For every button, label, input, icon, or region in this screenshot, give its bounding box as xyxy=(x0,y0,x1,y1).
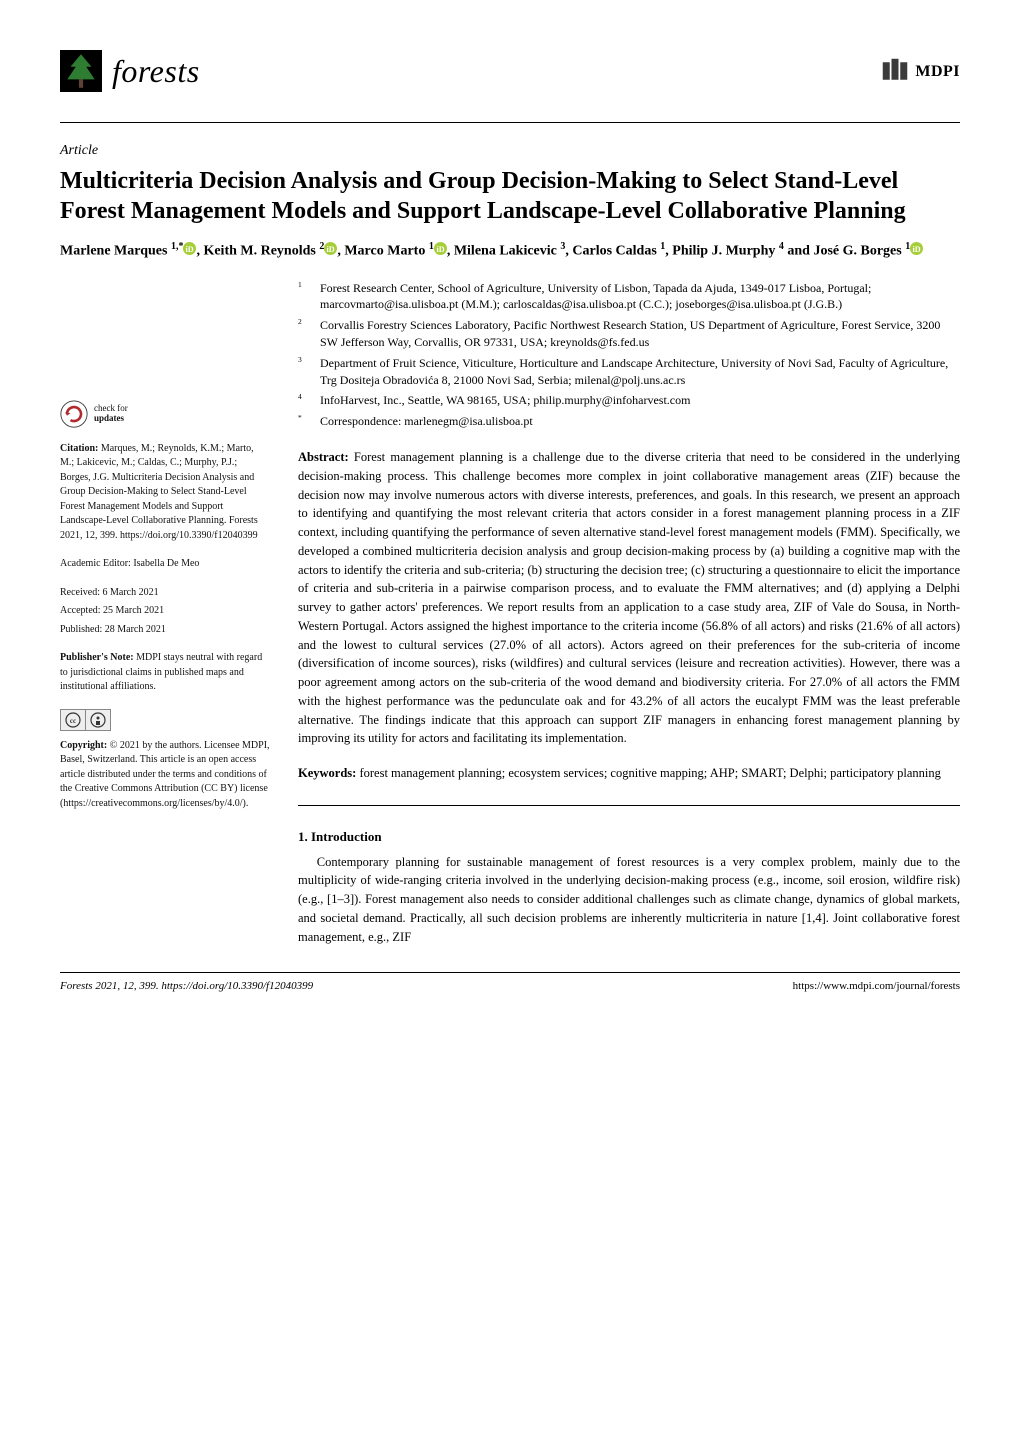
article-type: Article xyxy=(60,141,960,161)
cc-icon: cc xyxy=(60,709,86,731)
article-title: Multicriteria Decision Analysis and Grou… xyxy=(60,166,960,226)
check-updates-line2: updates xyxy=(94,414,128,424)
affil-number: 3 xyxy=(298,355,310,389)
publisher-name: MDPI xyxy=(915,60,960,83)
sidebar: check for updates Citation: Marques, M.;… xyxy=(60,280,270,947)
section-1-heading: 1. Introduction xyxy=(298,828,960,847)
author-affil-sup: 4 xyxy=(779,241,784,252)
author-name: José G. Borges xyxy=(813,243,905,258)
abstract-block: Abstract: Forest management planning is … xyxy=(298,448,960,748)
orcid-icon[interactable]: iD xyxy=(910,243,923,258)
affil-text: Forest Research Center, School of Agricu… xyxy=(320,280,960,314)
dates-block: Received: 6 March 2021 Accepted: 25 Marc… xyxy=(60,586,270,638)
affil-text: Correspondence: marlenegm@isa.ulisboa.pt xyxy=(320,413,533,430)
author-name: Keith M. Reynolds xyxy=(203,243,319,258)
affiliation-item: 1 Forest Research Center, School of Agric… xyxy=(298,280,960,314)
cc-by-badge[interactable]: cc xyxy=(60,709,270,731)
author-name: Marco Marto xyxy=(344,243,428,258)
author-name: Carlos Caldas xyxy=(572,243,660,258)
academic-editor-name: Isabella De Meo xyxy=(133,558,199,569)
editor-block: Academic Editor: Isabella De Meo xyxy=(60,557,270,572)
published-date: 28 March 2021 xyxy=(105,624,166,635)
affil-text: Department of Fruit Science, Viticulture… xyxy=(320,355,960,389)
mdpi-icon xyxy=(881,57,909,85)
orcid-icon[interactable]: iD xyxy=(324,243,337,258)
svg-text:cc: cc xyxy=(70,717,76,725)
accepted-date: 25 March 2021 xyxy=(103,605,164,616)
svg-text:iD: iD xyxy=(436,245,444,254)
check-for-updates-badge[interactable]: check for updates xyxy=(60,400,270,428)
by-icon xyxy=(86,709,111,731)
affil-text: InfoHarvest, Inc., Seattle, WA 98165, US… xyxy=(320,392,690,409)
two-column-layout: check for updates Citation: Marques, M.;… xyxy=(60,280,960,947)
affil-number: 2 xyxy=(298,317,310,351)
section-1-paragraph: Contemporary planning for sustainable ma… xyxy=(298,853,960,947)
received-head: Received: xyxy=(60,587,100,598)
received-date: 6 March 2021 xyxy=(102,587,158,598)
publisher-logo: MDPI xyxy=(881,57,960,85)
citation-text: Marques, M.; Reynolds, K.M.; Marto, M.; … xyxy=(60,443,258,541)
abstract-label: Abstract: xyxy=(298,450,349,464)
orcid-icon[interactable]: iD xyxy=(183,243,196,258)
tree-icon xyxy=(60,50,102,92)
header-row: forests MDPI xyxy=(60,48,960,94)
journal-name: forests xyxy=(112,48,200,94)
orcid-icon[interactable]: iD xyxy=(434,243,447,258)
affiliation-item: * Correspondence: marlenegm@isa.ulisboa.p… xyxy=(298,413,960,430)
check-updates-icon xyxy=(60,400,88,428)
affiliation-list: 1 Forest Research Center, School of Agric… xyxy=(298,280,960,430)
affiliation-item: 3 Department of Fruit Science, Viticultur… xyxy=(298,355,960,389)
author-affil-sup: 1 xyxy=(660,241,665,252)
author-list: Marlene Marques 1,*iD, Keith M. Reynolds… xyxy=(60,240,960,262)
footer-rule xyxy=(60,972,960,973)
abstract-text: Forest management planning is a challeng… xyxy=(298,450,960,745)
author-name: Marlene Marques xyxy=(60,243,171,258)
author-name: Philip J. Murphy xyxy=(672,243,779,258)
citation-block: Citation: Marques, M.; Reynolds, K.M.; M… xyxy=(60,442,270,544)
affiliation-item: 4 InfoHarvest, Inc., Seattle, WA 98165, U… xyxy=(298,392,960,409)
copyright-block: Copyright: © 2021 by the authors. Licens… xyxy=(60,739,270,812)
author-name: Milena Lakicevic xyxy=(454,243,561,258)
page: forests MDPI Article Multicriteria Decis… xyxy=(0,0,1020,1035)
author-affil-sup: 1,* xyxy=(171,241,184,252)
header-rule xyxy=(60,122,960,123)
affil-number: 4 xyxy=(298,392,310,409)
keywords-rule xyxy=(298,805,960,806)
svg-text:iD: iD xyxy=(913,245,921,254)
affil-number: * xyxy=(298,413,310,430)
affil-number: 1 xyxy=(298,280,310,314)
svg-text:iD: iD xyxy=(327,245,335,254)
footer-left: Forests 2021, 12, 399. https://doi.org/1… xyxy=(60,979,313,995)
keywords-label: Keywords: xyxy=(298,766,356,780)
journal-logo: forests xyxy=(60,48,200,94)
affil-text: Corvallis Forestry Sciences Laboratory, … xyxy=(320,317,960,351)
check-updates-text: check for updates xyxy=(94,404,128,424)
keywords-text: forest management planning; ecosystem se… xyxy=(359,766,940,780)
main-column: 1 Forest Research Center, School of Agric… xyxy=(298,280,960,947)
published-head: Published: xyxy=(60,624,102,635)
affiliation-item: 2 Corvallis Forestry Sciences Laboratory,… xyxy=(298,317,960,351)
footer-row: Forests 2021, 12, 399. https://doi.org/1… xyxy=(60,979,960,995)
author-affil-sup: 3 xyxy=(560,241,565,252)
academic-editor-head: Academic Editor: xyxy=(60,558,131,569)
publisher-note-block: Publisher's Note: MDPI stays neutral wit… xyxy=(60,651,270,695)
svg-text:iD: iD xyxy=(186,245,194,254)
copyright-head: Copyright: xyxy=(60,740,107,751)
pubnote-head: Publisher's Note: xyxy=(60,652,134,663)
accepted-head: Accepted: xyxy=(60,605,101,616)
keywords-block: Keywords: forest management planning; ec… xyxy=(298,764,960,783)
footer-right: https://www.mdpi.com/journal/forests xyxy=(793,979,960,995)
citation-head: Citation: xyxy=(60,443,98,454)
